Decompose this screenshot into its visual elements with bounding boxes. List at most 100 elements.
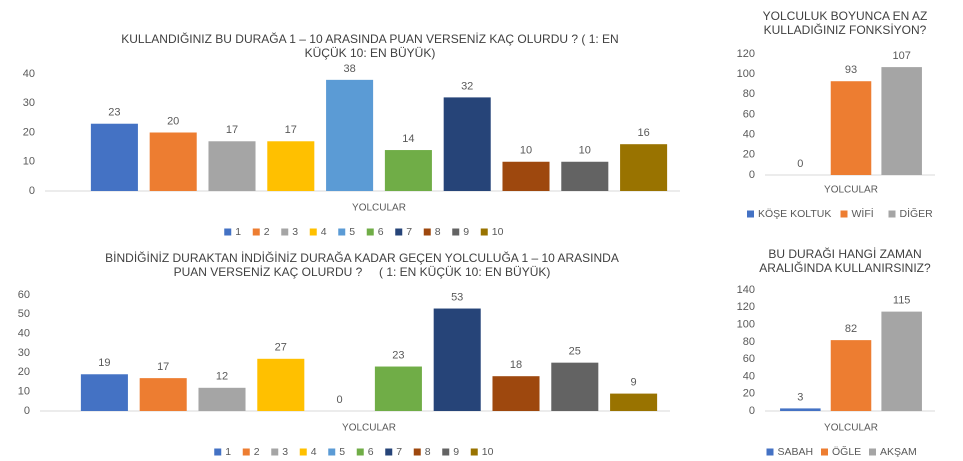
- bar: [492, 376, 540, 411]
- bar: [780, 408, 821, 411]
- chart-title: ARALIĞINDA KULLANIRSINIZ?: [759, 260, 931, 275]
- legend-label: 8: [425, 446, 431, 458]
- legend-label: 2: [264, 226, 270, 238]
- legend-swatch: [328, 448, 336, 456]
- legend-swatch: [442, 448, 450, 456]
- y-tick-label: 40: [743, 370, 755, 382]
- value-label: 20: [167, 115, 179, 127]
- legend-swatch: [242, 448, 250, 456]
- legend-label: ÖĞLE: [832, 445, 861, 458]
- bar: [90, 123, 138, 191]
- chart-title: KULLANDIĞINIZ BU DURAĞA 1 – 10 ARASINDA …: [121, 31, 618, 46]
- bar: [881, 311, 922, 411]
- value-label: 27: [275, 342, 287, 354]
- legend-swatch: [840, 210, 848, 218]
- value-label: 19: [98, 357, 110, 369]
- legend-swatch: [309, 228, 317, 236]
- bar: [139, 378, 187, 411]
- y-tick-label: 60: [743, 108, 755, 120]
- y-tick-label: 60: [18, 289, 30, 301]
- value-label: 17: [285, 124, 297, 136]
- legend-label: 10: [492, 226, 504, 238]
- legend-label: 4: [311, 446, 317, 458]
- bar: [80, 374, 128, 411]
- value-label: 9: [631, 377, 637, 389]
- legend-label: 9: [453, 446, 459, 458]
- value-label: 53: [451, 291, 463, 303]
- bar: [881, 67, 922, 175]
- bar: [208, 141, 256, 191]
- y-tick-label: 20: [743, 149, 755, 161]
- legend-label: AKŞAM: [880, 446, 917, 458]
- legend-label: 8: [435, 226, 441, 238]
- y-tick-label: 30: [23, 97, 35, 109]
- legend-swatch: [224, 228, 232, 236]
- y-tick-label: 0: [749, 169, 755, 181]
- legend-label: 5: [339, 446, 345, 458]
- legend-label: 1: [235, 226, 241, 238]
- legend-label: 2: [254, 446, 260, 458]
- bar: [374, 366, 422, 411]
- legend-swatch: [356, 448, 364, 456]
- bar: [267, 141, 315, 191]
- legend-swatch: [821, 448, 828, 456]
- legend-swatch: [747, 210, 754, 218]
- chart-title: BU DURAĞI HANGİ ZAMAN: [768, 246, 921, 261]
- legend-label: 7: [396, 446, 402, 458]
- bar: [384, 150, 432, 191]
- legend-label: 1: [225, 446, 231, 458]
- y-tick-label: 20: [18, 366, 30, 378]
- value-label: 17: [157, 361, 169, 373]
- x-category-label: YOLCULAR: [824, 423, 878, 434]
- legend-label: WİFİ: [852, 207, 874, 220]
- bar: [257, 358, 305, 411]
- value-label: 115: [893, 295, 911, 307]
- value-label: 0: [337, 394, 343, 406]
- y-tick-label: 0: [29, 185, 35, 197]
- legend-swatch: [480, 228, 488, 236]
- value-label: 14: [402, 133, 414, 145]
- value-label: 23: [108, 107, 120, 119]
- value-label: 12: [216, 371, 228, 383]
- value-label: 23: [392, 349, 404, 361]
- legend-label: SABAH: [778, 446, 814, 458]
- legend-swatch: [413, 448, 421, 456]
- y-tick-label: 60: [743, 353, 755, 365]
- bar: [198, 387, 246, 411]
- legend-label: 3: [292, 226, 298, 238]
- legend-label: KÖŞE KOLTUK: [758, 208, 831, 220]
- y-tick-label: 40: [23, 68, 35, 80]
- legend-swatch: [869, 448, 876, 456]
- y-tick-label: 50: [18, 308, 30, 320]
- y-tick-label: 100: [737, 318, 755, 330]
- legend-swatch: [252, 228, 260, 236]
- y-tick-label: 100: [737, 68, 755, 80]
- value-label: 38: [343, 63, 355, 75]
- x-category-label: YOLCULAR: [342, 423, 396, 434]
- y-tick-label: 120: [737, 301, 755, 313]
- bar: [610, 393, 658, 411]
- legend-swatch: [423, 228, 431, 236]
- legend-label: 3: [282, 446, 288, 458]
- chart-title: BİNDİĞİNİZ DURAKTAN İNDİĞİNİZ DURAĞA KAD…: [105, 250, 619, 265]
- legend-swatch: [766, 448, 774, 456]
- legend-swatch: [888, 210, 896, 218]
- bar: [620, 144, 668, 191]
- value-label: 18: [510, 359, 522, 371]
- value-label: 25: [569, 346, 581, 358]
- bar: [561, 161, 609, 191]
- value-label: 107: [892, 50, 910, 62]
- legend-label: 5: [349, 226, 355, 238]
- value-label: 10: [579, 145, 591, 157]
- value-label: 82: [845, 323, 857, 335]
- chart-title: KULLADIĞINIZ FONKSİYON?: [764, 22, 927, 37]
- chart-title: KÜÇÜK 10: EN BÜYÜK): [305, 46, 436, 60]
- value-label: 10: [520, 145, 532, 157]
- y-tick-label: 40: [18, 328, 30, 340]
- y-tick-label: 20: [743, 388, 755, 400]
- bar: [433, 308, 481, 411]
- y-tick-label: 0: [24, 405, 30, 417]
- y-tick-label: 140: [737, 284, 755, 296]
- bar: [149, 132, 197, 191]
- y-tick-label: 80: [743, 336, 755, 348]
